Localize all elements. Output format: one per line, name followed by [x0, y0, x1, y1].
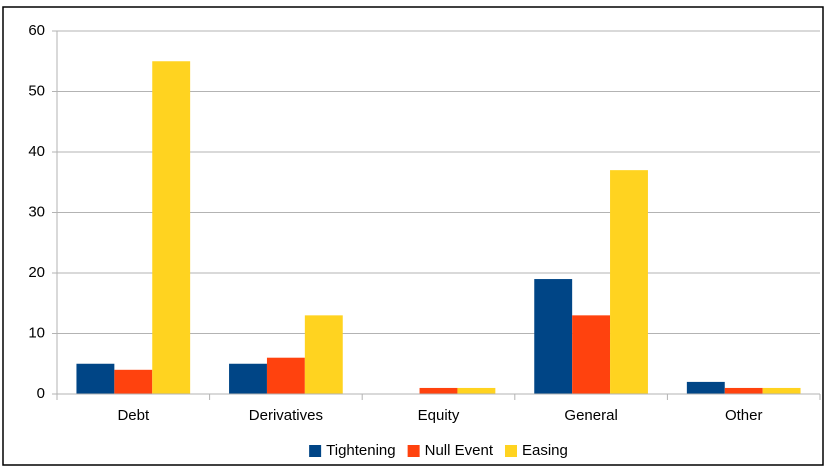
bar [457, 387, 496, 394]
legend-label: Tightening [326, 442, 396, 459]
bar [534, 279, 573, 394]
legend-swatch [505, 445, 517, 457]
legend-label: Null Event [425, 442, 494, 459]
bar [610, 170, 648, 394]
bar [114, 369, 153, 394]
bar [762, 387, 801, 394]
x-tick-label: Debt [117, 407, 150, 424]
bar [304, 315, 343, 394]
bar [572, 315, 611, 394]
y-tick-label: 20 [28, 264, 45, 281]
x-tick-label: Derivatives [249, 407, 323, 424]
bar [76, 363, 115, 394]
bar [686, 381, 725, 394]
x-tick-label: General [564, 407, 617, 424]
legend-swatch [407, 445, 420, 457]
y-tick-label: 10 [28, 324, 45, 341]
legend-label: Easing [522, 442, 568, 459]
bar [152, 61, 191, 394]
x-tick-label: Other [725, 407, 763, 424]
chart-frame [2, 6, 824, 466]
legend: Tightening Null Event Easing [309, 442, 568, 459]
legend-swatch [309, 445, 322, 457]
bar [266, 357, 305, 394]
y-tick-label: 50 [28, 82, 45, 99]
y-tick-label: 60 [28, 22, 45, 39]
y-tick-label: 40 [28, 143, 45, 160]
bar [419, 387, 458, 394]
y-tick-label: 30 [28, 203, 45, 220]
bar [724, 387, 763, 394]
y-tick-label: 0 [37, 385, 45, 402]
x-tick-label: Equity [418, 407, 460, 424]
bar [229, 363, 267, 394]
